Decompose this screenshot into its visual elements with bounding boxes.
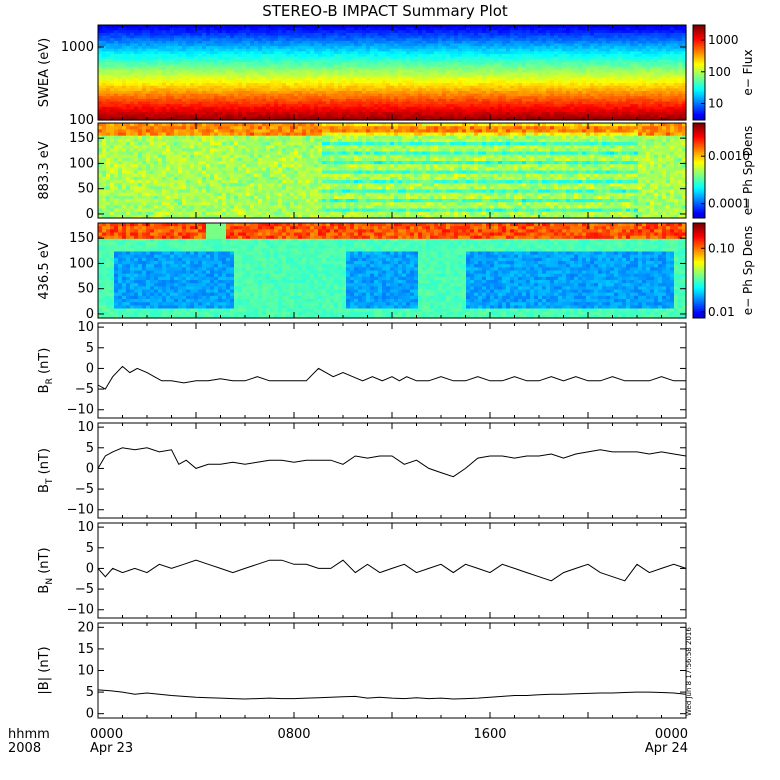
y-tick-label: 1000 [61,40,94,55]
y-tick-label: −10 [67,503,94,518]
time-tick-date: Apr 24 [645,741,688,756]
colorbar-tick-label: 0.0010 [708,149,750,163]
series-line [97,689,687,700]
y-tick-label: 5 [86,441,94,456]
colorbar-3: 0.01 0.10 e− Ph Sp Dens [692,222,755,319]
time-tick-label: 0000 [90,727,123,742]
panel-5: −10 −5 0 5 10 BT (nT) [37,420,687,519]
y-tick-label: 100 [69,256,94,271]
colorbar-frame [692,222,706,319]
panel-6: −10 −5 0 5 10 BN (nT) [37,520,687,619]
colorbar-tick-label: 0.0001 [708,197,750,211]
y-tick-label: 0 [86,461,94,476]
colorbar-frame [692,24,706,121]
y-tick-label: 10 [77,420,94,435]
spectrogram-2 [98,123,687,219]
colorbar-label: e− Ph Sp Dens [741,126,755,215]
spectrogram-3 [98,223,687,319]
colorbar-tick-label: 0.10 [708,241,735,255]
time-tick-label: 0800 [277,727,310,742]
y-tick-label: 100 [69,113,94,128]
timestamp-stamp: Wed Jun 8 17:56:58 2016 [685,627,693,716]
y-axis-label: BN (nT) [37,547,55,593]
time-tick-date: Apr 23 [90,741,133,756]
series-line [97,365,686,390]
y-tick-label: 10 [77,664,94,679]
panel-3: 0.01 0.10 e− Ph Sp Dens 0 50 100 150 436.5 eV [37,222,755,322]
y-axis-label: |B| (nT) [37,646,52,694]
time-tick-label: 1600 [473,727,506,742]
colorbar-label: e− Flux [741,49,755,95]
y-tick-label: −5 [75,482,94,497]
y-tick-label: 0 [86,207,94,222]
y-tick-label: 5 [86,685,94,700]
colorbar-tick-label: 0.01 [708,305,735,319]
y-tick-label: 10 [77,520,94,535]
time-axis-label-year: 2008 [8,741,41,756]
colorbar-tick-label: 10 [708,96,723,110]
colorbar-frame [692,122,706,219]
panel-frame [97,622,687,719]
y-axis-label: BT (nT) [37,448,55,493]
panel-4: −10 −5 0 5 10 BR (nT) [37,320,687,419]
y-tick-label: 0 [86,361,94,376]
y-tick-label: 0 [86,307,94,322]
y-tick-label: 5 [86,341,94,356]
y-tick-label: 150 [69,231,94,246]
y-tick-label: 15 [77,642,94,657]
y-axis-label: BR (nT) [37,348,55,394]
panel-7: 0 5 10 15 20 |B| (nT) [37,620,687,722]
y-tick-label: 100 [69,156,94,171]
series-line [97,447,687,478]
y-tick-label: 20 [77,620,94,635]
y-tick-label: 150 [69,131,94,146]
y-tick-label: −5 [75,582,94,597]
colorbar-tick-label: 100 [708,65,731,79]
time-axis-label-hhmm: hhmm [8,727,50,742]
time-tick-label: 0000 [655,727,688,742]
y-tick-label: −10 [67,603,94,618]
y-axis-label: SWEA (eV) [37,38,52,107]
y-tick-label: 50 [77,282,94,297]
y-tick-label: 50 [77,182,94,197]
y-tick-label: −10 [67,403,94,418]
y-tick-label: 5 [86,541,94,556]
y-tick-label: 10 [77,320,94,335]
colorbar-label: e− Ph Sp Dens [741,226,755,315]
panel-frame [97,422,687,519]
series-line [97,559,687,582]
y-tick-label: −5 [75,382,94,397]
y-axis-label: 436.5 eV [37,241,52,299]
spectrogram-1 [98,25,687,121]
panel-frame [97,322,687,419]
y-tick-label: 0 [86,561,94,576]
y-axis-label: 883.3 eV [37,141,52,199]
colorbar-tick-label: 1000 [708,33,739,47]
plot-title: STEREO-B IMPACT Summary Plot [262,2,508,20]
y-tick-label: 0 [86,707,94,722]
